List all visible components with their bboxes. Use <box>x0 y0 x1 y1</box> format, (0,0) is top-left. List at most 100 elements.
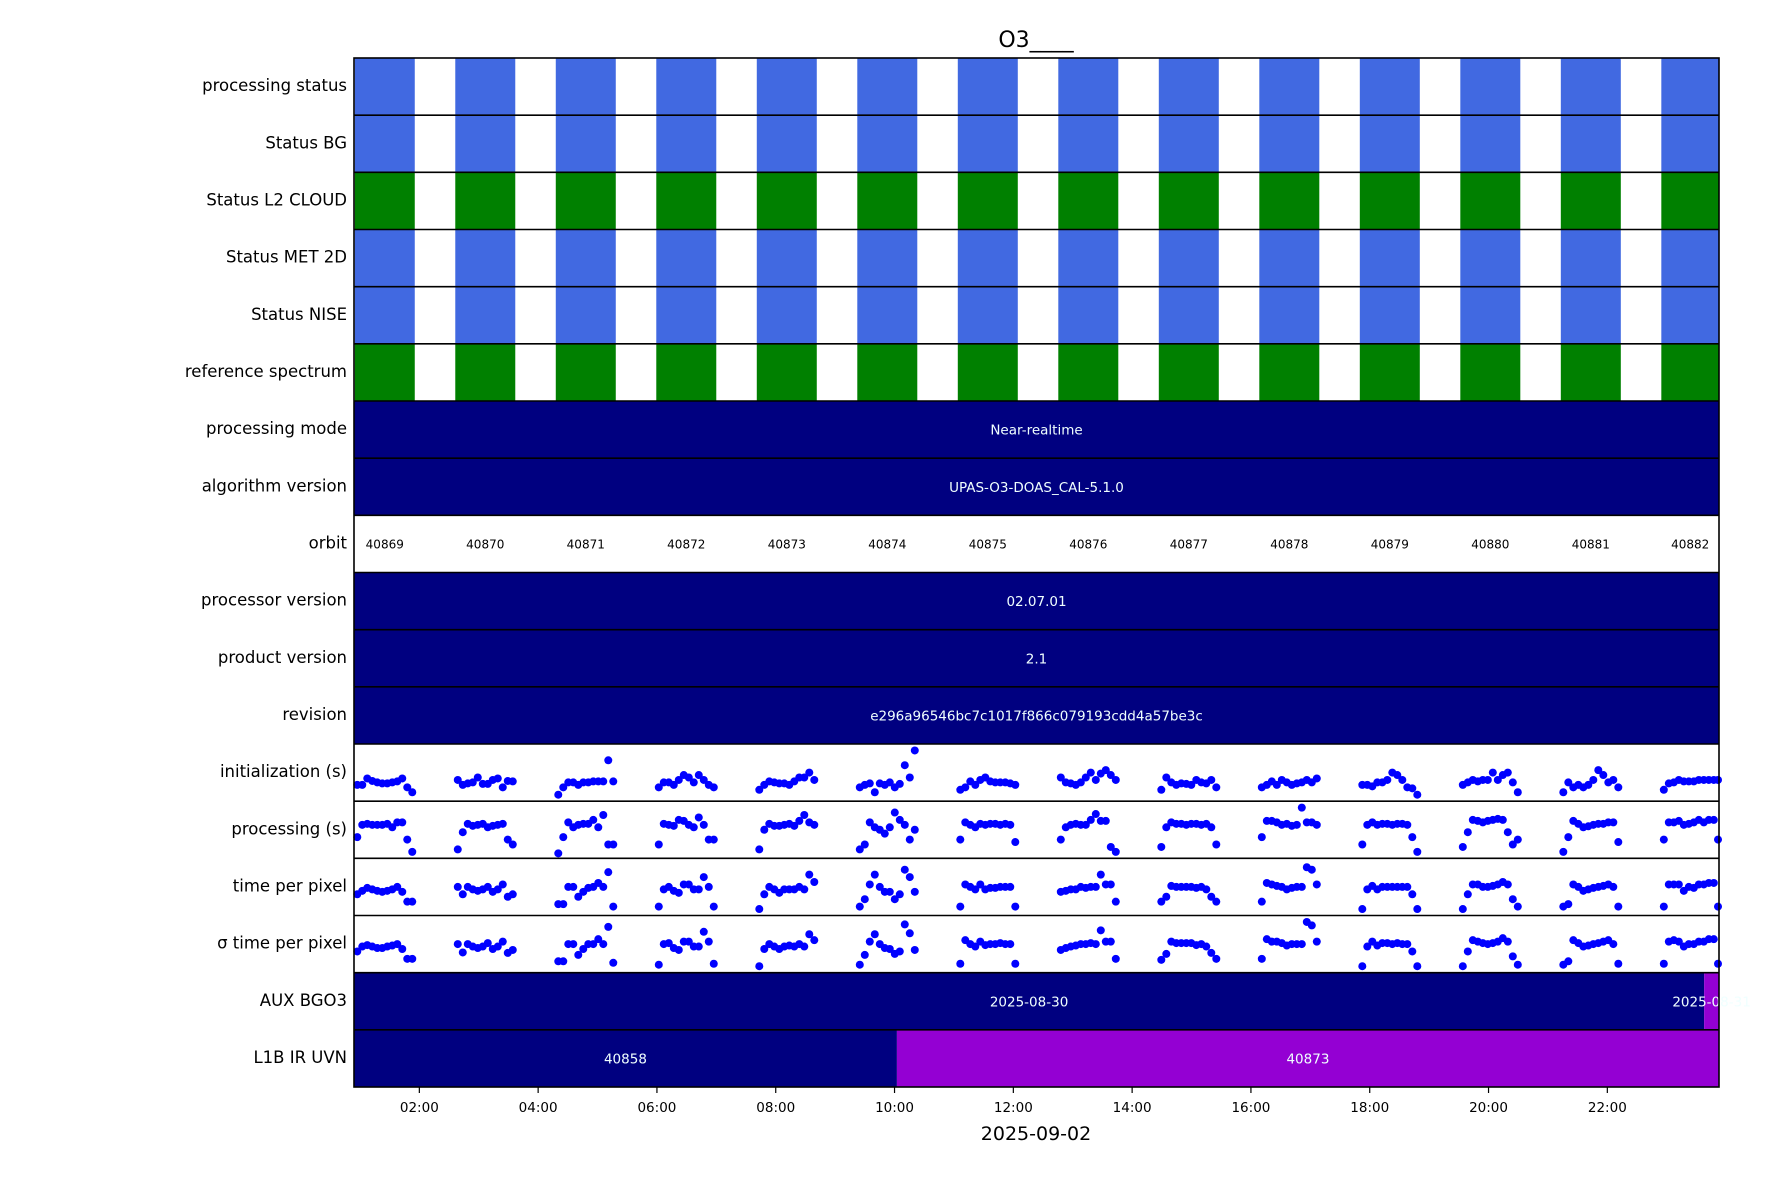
status-block <box>1460 58 1521 116</box>
status-block <box>1158 115 1219 173</box>
data-point <box>1508 895 1517 904</box>
data-point <box>1006 882 1015 891</box>
data-point <box>1081 773 1090 782</box>
x-tick-label: 18:00 <box>1350 1100 1389 1116</box>
orbit-label: 40880 <box>1471 537 1509 551</box>
status-block <box>1259 115 1320 173</box>
data-point <box>1006 820 1015 829</box>
status-block <box>1058 286 1119 344</box>
row-label: algorithm version <box>202 476 347 495</box>
data-point <box>1408 833 1417 842</box>
status-block <box>455 229 516 287</box>
data-point <box>1614 902 1623 911</box>
data-point <box>900 920 909 929</box>
status-block <box>1359 172 1420 230</box>
segment-label: 2025-08-31 <box>1672 994 1750 1010</box>
data-point <box>403 835 412 844</box>
data-point <box>453 775 462 784</box>
data-point <box>1513 902 1522 911</box>
row-processing-status <box>354 58 1719 116</box>
data-point <box>1513 835 1522 844</box>
data-point <box>865 937 874 946</box>
data-point <box>1513 788 1522 797</box>
data-point <box>805 870 814 879</box>
segment-label: Near-realtime <box>990 423 1082 439</box>
data-point <box>1106 937 1115 946</box>
data-point <box>1498 815 1507 824</box>
data-point <box>408 847 417 856</box>
data-point <box>604 756 613 765</box>
data-point <box>408 954 417 963</box>
data-point <box>669 780 678 789</box>
data-point <box>1659 785 1668 794</box>
orbit-label: 40872 <box>667 537 705 551</box>
status-block <box>1058 115 1119 173</box>
status-block <box>1158 229 1219 287</box>
data-point <box>694 942 703 951</box>
status-block <box>455 343 516 401</box>
segment-label: 02.07.01 <box>1006 594 1066 610</box>
x-tick-label: 22:00 <box>1588 1100 1627 1116</box>
data-point <box>1503 768 1512 777</box>
data-point <box>1081 820 1090 829</box>
row-label: product version <box>218 648 347 667</box>
status-block <box>857 58 918 116</box>
data-point <box>855 845 864 854</box>
status-block <box>1560 229 1621 287</box>
data-point <box>408 788 417 797</box>
row-revision: e296a96546bc7c1017f866c079193cdd4a57be3c <box>354 686 1719 744</box>
data-point <box>1599 771 1608 780</box>
status-block <box>756 58 817 116</box>
data-point <box>890 895 899 904</box>
orbit-label: 40877 <box>1170 537 1208 551</box>
data-point <box>654 783 663 792</box>
data-point <box>589 940 598 949</box>
status-block <box>1661 286 1719 344</box>
data-point <box>609 902 618 911</box>
data-point <box>569 882 578 891</box>
data-point <box>1312 774 1321 783</box>
status-block <box>1560 343 1621 401</box>
data-point <box>508 945 517 954</box>
data-point <box>398 887 407 896</box>
data-point <box>1408 890 1417 899</box>
data-point <box>1609 882 1618 891</box>
data-point <box>1056 773 1065 782</box>
data-point <box>1312 820 1321 829</box>
data-point <box>1212 783 1221 792</box>
data-point <box>810 878 819 886</box>
data-point <box>398 774 407 783</box>
data-point <box>805 768 814 777</box>
data-point <box>810 936 819 945</box>
data-point <box>1403 940 1412 949</box>
x-axis: 02:00 04:00 06:00 08:00 10:00 12:00 14:00 16:00… <box>400 1087 1627 1116</box>
data-point <box>508 777 517 786</box>
data-point <box>1458 962 1467 971</box>
data-point <box>699 927 708 936</box>
status-block <box>957 286 1018 344</box>
orbit-label: 40882 <box>1671 537 1709 551</box>
row-label: processing mode <box>206 419 347 438</box>
data-point <box>1358 962 1367 971</box>
row-aux-bgo3: 2025-08-30 2025-08-31 <box>354 972 1751 1030</box>
status-block <box>857 172 918 230</box>
data-point <box>1458 905 1467 914</box>
data-point <box>699 873 708 882</box>
data-point <box>599 882 608 891</box>
status-block <box>555 343 616 401</box>
data-point <box>1413 905 1422 914</box>
data-point <box>1207 892 1216 901</box>
status-block <box>555 58 616 116</box>
status-block <box>1158 172 1219 230</box>
data-point <box>1659 959 1668 968</box>
data-point <box>654 902 663 911</box>
status-block <box>656 229 717 287</box>
data-point <box>900 820 909 829</box>
row-product-version: 2.1 <box>354 629 1719 687</box>
row-label: AUX BGO3 <box>260 991 347 1010</box>
data-point <box>483 939 492 948</box>
data-point <box>1011 902 1020 911</box>
data-point <box>875 882 884 891</box>
segment-label: 40858 <box>604 1051 647 1067</box>
data-point <box>1659 902 1668 911</box>
